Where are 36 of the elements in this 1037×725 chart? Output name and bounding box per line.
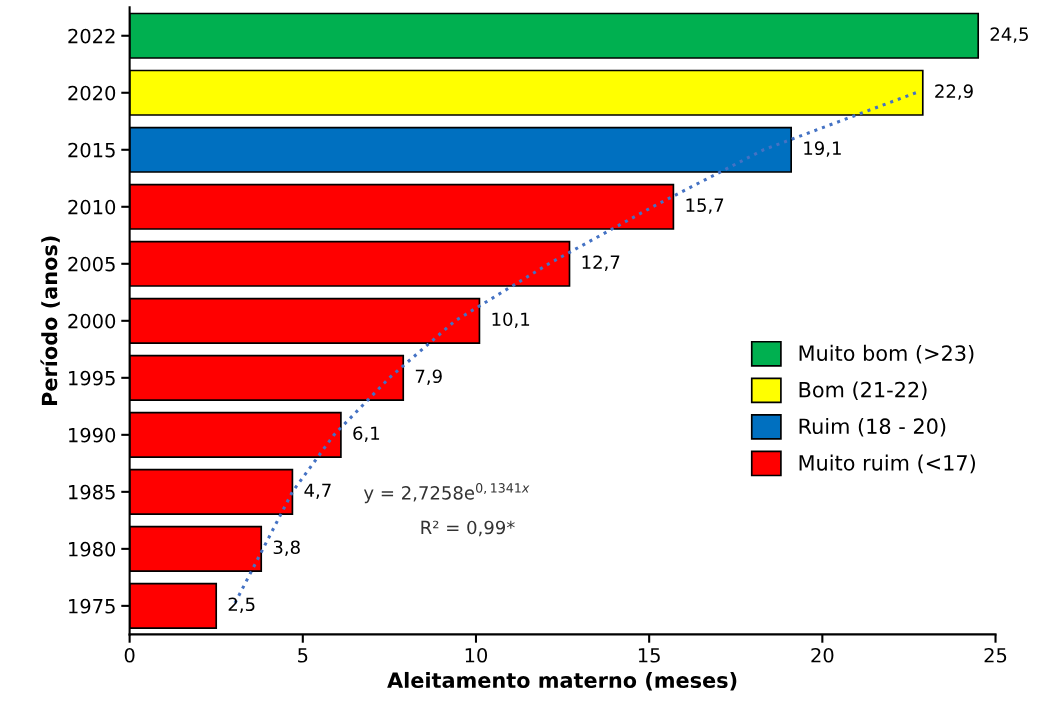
data-label: 4,7 [304, 483, 331, 499]
legend-label: Muito ruim (<17) [799, 454, 975, 474]
x-tick-label: 20 [811, 647, 834, 663]
x-tick-label: 10 [465, 647, 488, 663]
y-tick-label: 2010 [68, 199, 116, 215]
y-tick-label: 1985 [69, 484, 115, 500]
x-tick-label: 0 [124, 647, 135, 663]
legend-label: Bom (21-22) [799, 381, 927, 400]
data-label: 12,7 [582, 255, 620, 271]
y-tick-label: 1990 [69, 427, 116, 443]
legend-label: Ruim (18 - 20) [799, 417, 946, 437]
annotation: y = 2,7258e$^{0,1341x}$ [363, 483, 530, 504]
x-tick-label: 5 [298, 648, 308, 663]
y-tick-label: 2020 [68, 85, 116, 101]
y-tick-label: 2015 [68, 142, 115, 158]
data-label: 2,5 [228, 597, 255, 613]
data-label: 7,9 [415, 369, 442, 385]
data-label: 10,1 [492, 312, 530, 328]
y-tick-label: 2005 [68, 256, 115, 272]
y-tick-label: 1975 [69, 598, 115, 614]
y-tick-label: 2022 [68, 28, 115, 44]
data-label: 6,1 [353, 426, 380, 442]
data-label: 15,7 [686, 198, 724, 214]
y-tick-label: 2000 [68, 313, 116, 329]
data-label: 3,8 [273, 540, 300, 556]
y-tick-label: 1980 [69, 541, 116, 557]
annotation: R² = 0,99* [421, 520, 515, 537]
data-label: 24,5 [990, 27, 1028, 43]
data-label: 19,1 [804, 141, 841, 157]
legend-label: Muito bom (>23) [799, 344, 974, 364]
y-tick-label: 1995 [69, 370, 115, 386]
x-tick-label: 25 [984, 647, 1007, 663]
y-axis-title: Período (anos) [40, 236, 60, 406]
data-label: 22,9 [935, 84, 973, 100]
x-axis-title: Aleitamento materno (meses) [387, 671, 737, 691]
x-tick-label: 15 [638, 648, 660, 663]
